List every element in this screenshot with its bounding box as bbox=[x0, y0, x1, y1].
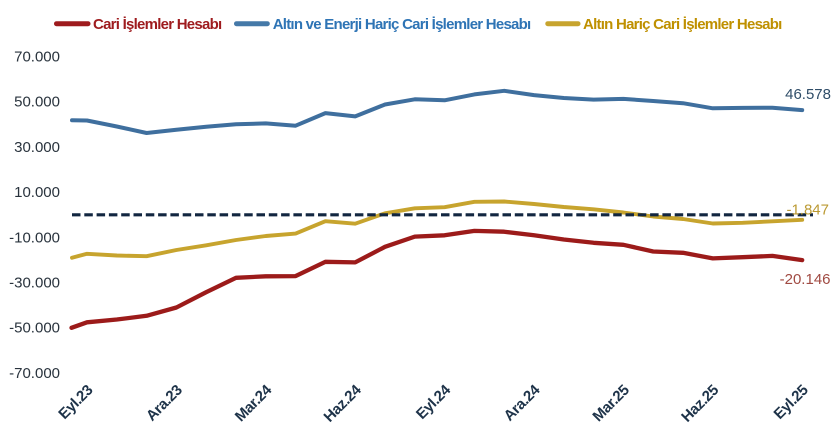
svg-text:-1.847: -1.847 bbox=[786, 202, 829, 219]
svg-text:-20.146: -20.146 bbox=[780, 271, 831, 288]
svg-text:50.000: 50.000 bbox=[14, 94, 60, 111]
svg-text:-10.000: -10.000 bbox=[9, 229, 60, 246]
svg-text:Altın ve Enerji Hariç Cari İşl: Altın ve Enerji Hariç Cari İşlemler Hesa… bbox=[273, 16, 531, 33]
svg-text:Cari İşlemler Hesabı: Cari İşlemler Hesabı bbox=[93, 16, 222, 33]
svg-text:70.000: 70.000 bbox=[14, 49, 60, 66]
svg-text:-30.000: -30.000 bbox=[9, 275, 60, 292]
svg-text:10.000: 10.000 bbox=[14, 184, 60, 201]
svg-text:Altın Hariç Cari İşlemler Hesa: Altın Hariç Cari İşlemler Hesabı bbox=[583, 16, 782, 33]
svg-text:30.000: 30.000 bbox=[14, 139, 60, 156]
svg-text:46.578: 46.578 bbox=[785, 86, 831, 103]
svg-text:-50.000: -50.000 bbox=[9, 320, 60, 337]
svg-text:-70.000: -70.000 bbox=[9, 365, 60, 382]
